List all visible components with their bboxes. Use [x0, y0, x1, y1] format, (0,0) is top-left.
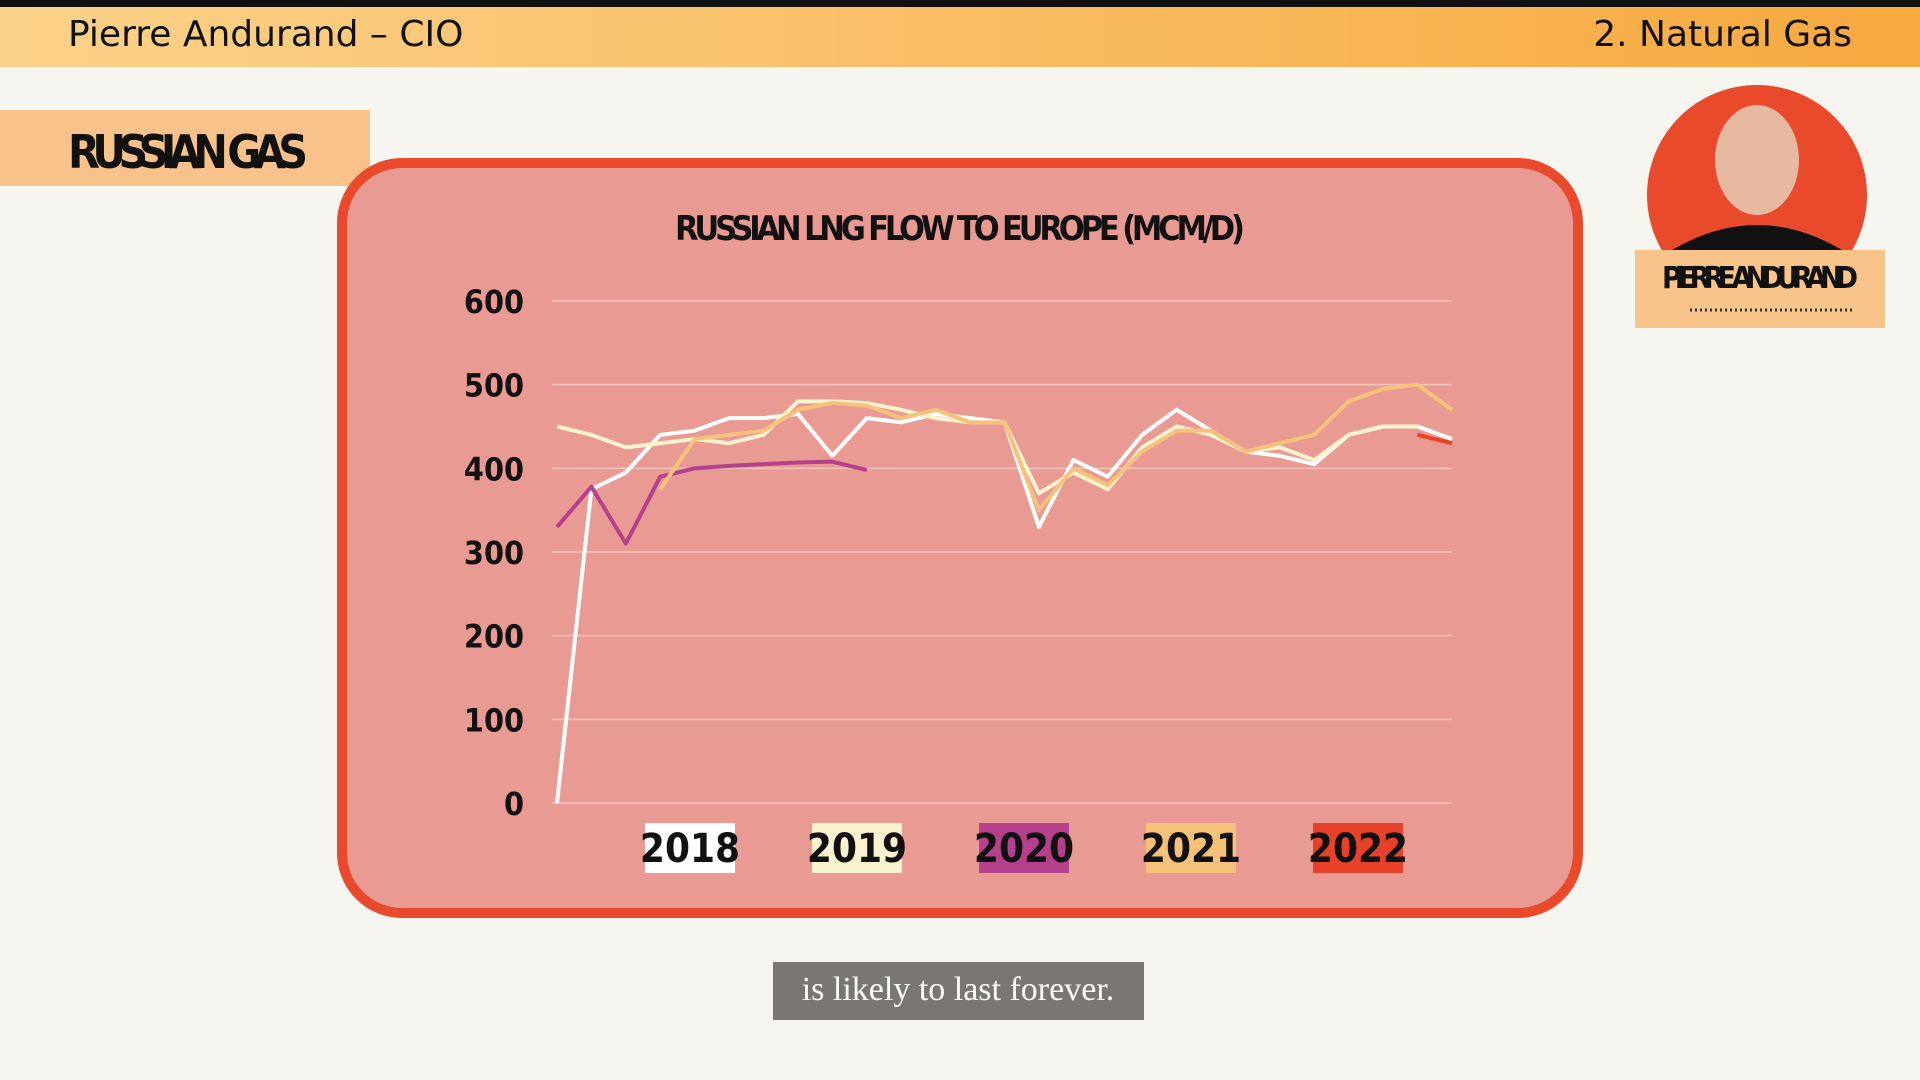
legend-swatch — [1313, 823, 1403, 873]
y-tick-label: 200 — [464, 618, 524, 656]
series-line — [658, 382, 1454, 513]
legend-swatch — [812, 823, 902, 873]
y-tick-label: 100 — [464, 701, 524, 739]
legend-label: 2019 — [807, 826, 907, 872]
series-line — [1417, 432, 1453, 446]
header-right: 2. Natural Gas — [1593, 14, 1852, 55]
y-tick-label: 400 — [464, 450, 524, 488]
y-tick-label: 600 — [464, 283, 524, 321]
avatar-suit — [1672, 225, 1842, 252]
legend-label: 2020 — [974, 826, 1074, 872]
legend-label: 2018 — [640, 826, 740, 872]
y-tick-label: 0 — [504, 785, 524, 823]
legend-label: 2022 — [1308, 826, 1408, 872]
legend-swatch — [645, 823, 735, 873]
caption-box — [773, 962, 1144, 1020]
chart-panel — [337, 158, 1583, 918]
legend-label: 2021 — [1141, 826, 1241, 872]
legend-swatch — [979, 823, 1069, 873]
plot: 0 100 200 300 400 500 600 2018 2019 2020 2021 2022 — [464, 283, 1454, 873]
section-title: RUSSIAN GAS — [68, 125, 308, 179]
y-tick-label: 500 — [464, 367, 524, 405]
top-border — [0, 0, 1920, 7]
section-banner — [0, 110, 370, 186]
series-line — [555, 459, 868, 546]
caption: is likely to last forever. — [802, 971, 1115, 1008]
speaker-name: PIERRE ANDURAND — [1662, 261, 1858, 296]
speaker-box — [1635, 250, 1885, 328]
avatar-face — [1715, 105, 1799, 215]
header-left: Pierre Andurand – CIO — [68, 14, 463, 55]
chart-title: RUSSIAN LNG FLOW TO EUROPE (MCM/D) — [675, 209, 1245, 249]
legend-swatch — [1146, 823, 1236, 873]
header-bar — [0, 7, 1920, 67]
y-tick-label: 300 — [464, 534, 524, 572]
